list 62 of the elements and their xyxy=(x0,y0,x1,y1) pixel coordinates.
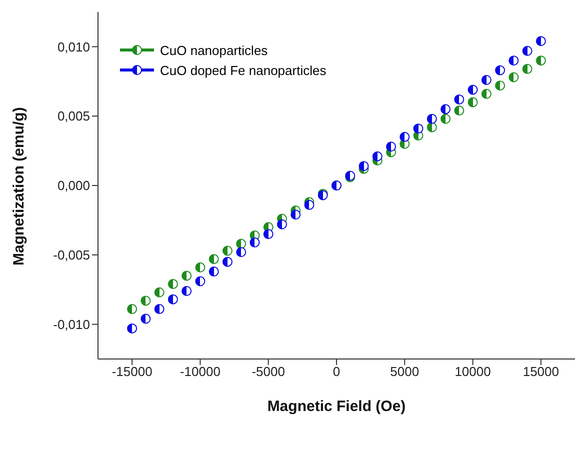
point xyxy=(440,104,451,114)
point xyxy=(276,219,287,230)
point xyxy=(208,254,219,264)
point xyxy=(468,84,478,95)
point xyxy=(468,97,478,108)
legend-label: CuO nanoparticles xyxy=(160,42,268,58)
x-axis-title: Magnetic Field (Oe) xyxy=(267,398,406,415)
point xyxy=(168,294,178,304)
point xyxy=(154,304,164,314)
point xyxy=(140,296,151,306)
point xyxy=(413,124,424,134)
x-tick-label: 5000 xyxy=(390,364,420,380)
point xyxy=(195,276,206,286)
x-tick-label: 10000 xyxy=(454,364,491,380)
legend-label: CuO doped Fe nanoparticles xyxy=(160,62,326,78)
point xyxy=(236,238,246,249)
x-tick-label: 0 xyxy=(332,364,340,380)
point xyxy=(182,286,192,296)
point xyxy=(372,151,382,162)
point xyxy=(426,122,437,132)
point xyxy=(127,304,138,314)
point xyxy=(426,114,437,124)
y-tick-label: -0,010 xyxy=(53,316,90,332)
point xyxy=(127,323,138,334)
point xyxy=(522,46,532,56)
point xyxy=(454,106,464,116)
y-tick-label: 0,000 xyxy=(57,178,90,194)
point xyxy=(536,36,546,46)
point xyxy=(140,314,151,324)
point xyxy=(536,56,546,66)
y-axis-title: Magnetization (emu/g) xyxy=(10,107,28,266)
point xyxy=(481,88,492,99)
point xyxy=(208,266,219,277)
point xyxy=(222,246,232,256)
point xyxy=(508,56,519,66)
y-tick-label: -0,005 xyxy=(53,248,90,263)
point xyxy=(154,287,164,298)
y-tick-label: 0,005 xyxy=(57,108,90,124)
x-tick-label: -15000 xyxy=(112,364,152,380)
point xyxy=(236,247,246,258)
point xyxy=(495,80,506,91)
x-tick-label: 15000 xyxy=(522,364,560,380)
point xyxy=(304,200,314,210)
point xyxy=(250,237,260,248)
point xyxy=(386,142,396,152)
point xyxy=(182,270,192,281)
point xyxy=(290,210,301,220)
point xyxy=(481,75,492,86)
x-tick-label: -5000 xyxy=(252,364,285,380)
point xyxy=(222,256,232,267)
x-tick-label: -10000 xyxy=(180,364,220,380)
point xyxy=(168,279,178,290)
point xyxy=(440,114,451,124)
y-tick-label: 0,010 xyxy=(57,39,90,54)
point xyxy=(522,64,532,74)
point xyxy=(358,161,369,172)
point xyxy=(508,72,519,82)
point xyxy=(263,229,274,240)
point xyxy=(195,262,206,272)
point xyxy=(400,132,410,142)
point xyxy=(454,94,464,104)
point xyxy=(495,65,506,76)
